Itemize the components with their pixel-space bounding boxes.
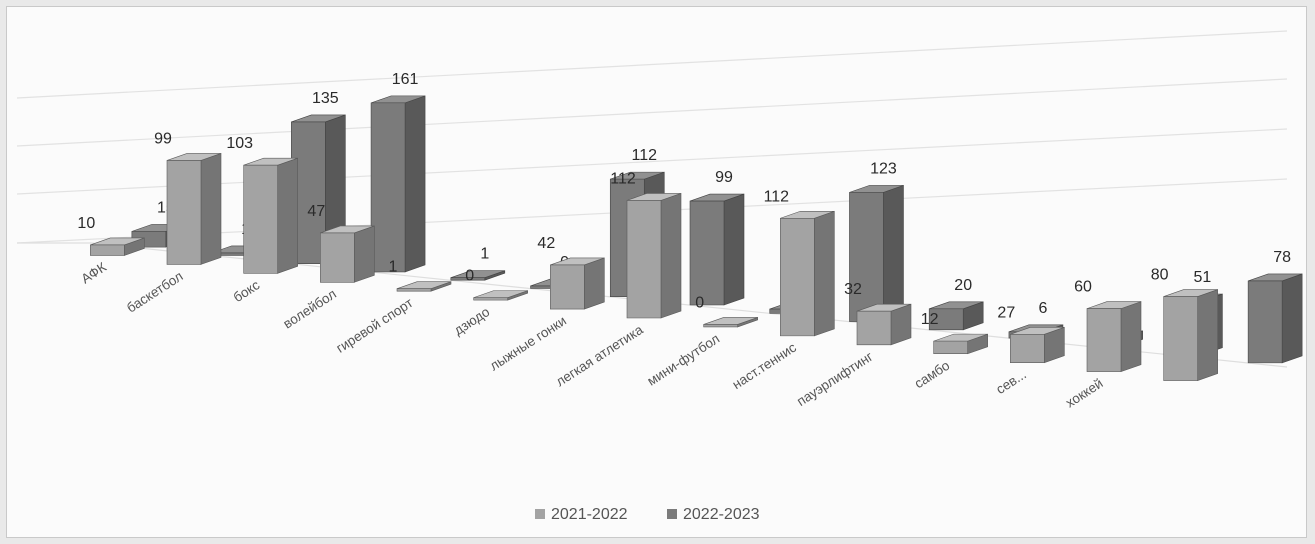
bar-2021-2022-11 [933,333,988,355]
data-label: 99 [154,130,172,147]
data-label: 0 [465,268,474,285]
bar-2021-2022-6 [550,257,605,310]
bar-2021-2022-13 [1086,301,1142,373]
bar-2022-2023-14 [1247,273,1303,364]
gridline [16,78,1288,147]
bar-2021-2022-7 [626,192,682,319]
data-label: 60 [1074,279,1092,296]
data-label: 1 [389,259,398,276]
bar-chart-3d: 1511351611011299412320685178109910347104… [16,30,1303,523]
legend-swatch [535,509,545,519]
bar-2021-2022-4 [396,281,452,292]
category-label: наст.теннис [730,340,800,392]
data-label: 112 [764,188,790,205]
legend-swatch [667,509,677,519]
gridline [16,128,1288,195]
data-label: 42 [537,235,555,252]
data-label: 47 [307,203,325,220]
category-label: гиревой спорт [333,295,415,356]
bar-2021-2022-14 [1163,289,1218,381]
bar-2021-2022-2 [243,157,298,274]
bar-2022-2023-4 [450,270,506,281]
data-label: 0 [695,294,704,311]
bar-2021-2022-5 [473,290,528,301]
bar-2021-2022-10 [856,303,912,346]
category-label: лыжные гонки [487,313,569,374]
data-label: 10 [77,215,95,232]
data-label: 135 [312,90,339,107]
data-label: 78 [1273,249,1291,266]
data-label: 12 [921,311,939,328]
bar-2021-2022-8 [703,317,758,328]
category-label: волейбол [280,286,338,331]
data-label: 112 [610,170,636,187]
chart-frame: 1511351611011299412320685178109910347104… [6,6,1307,538]
category-label: дзюдо [451,304,492,338]
category-label: баскетбол [124,268,186,315]
bar-2022-2023-9 [849,184,904,322]
data-label: 1 [480,246,489,263]
category-label: сев... [993,367,1029,397]
legend-label: 2021-2022 [551,506,628,523]
data-label: 99 [715,169,733,186]
data-label: 20 [954,277,972,294]
bar-2022-2023-10 [928,301,984,331]
category-label: хоккей [1063,376,1106,411]
data-label: 80 [1151,267,1169,284]
category-label: легкая атлетика [553,322,646,390]
data-label: 112 [632,147,658,164]
data-label: 32 [844,281,862,298]
data-label: 51 [1194,269,1212,286]
bar-2021-2022-1 [166,153,222,265]
bar-2021-2022-9 [780,210,835,337]
data-label: 161 [392,71,419,88]
category-label: мини-футбол [644,331,722,389]
data-label: 27 [997,304,1015,321]
category-label: бокс [231,277,263,305]
data-label: 103 [226,135,253,152]
category-label: АФК [78,259,109,286]
bar-2022-2023-7 [689,193,745,306]
bar-2021-2022-12 [1010,326,1065,364]
category-label: самбо [912,358,953,392]
bar-2022-2023-3 [370,95,426,273]
bar-2021-2022-0 [90,237,145,256]
category-label: пауэрлифтинг [794,349,876,409]
data-label: 123 [870,160,897,177]
bar-2021-2022-3 [320,225,375,283]
gridline [16,30,1288,99]
data-label: 6 [1038,300,1047,317]
legend-label: 2022-2023 [683,506,760,523]
